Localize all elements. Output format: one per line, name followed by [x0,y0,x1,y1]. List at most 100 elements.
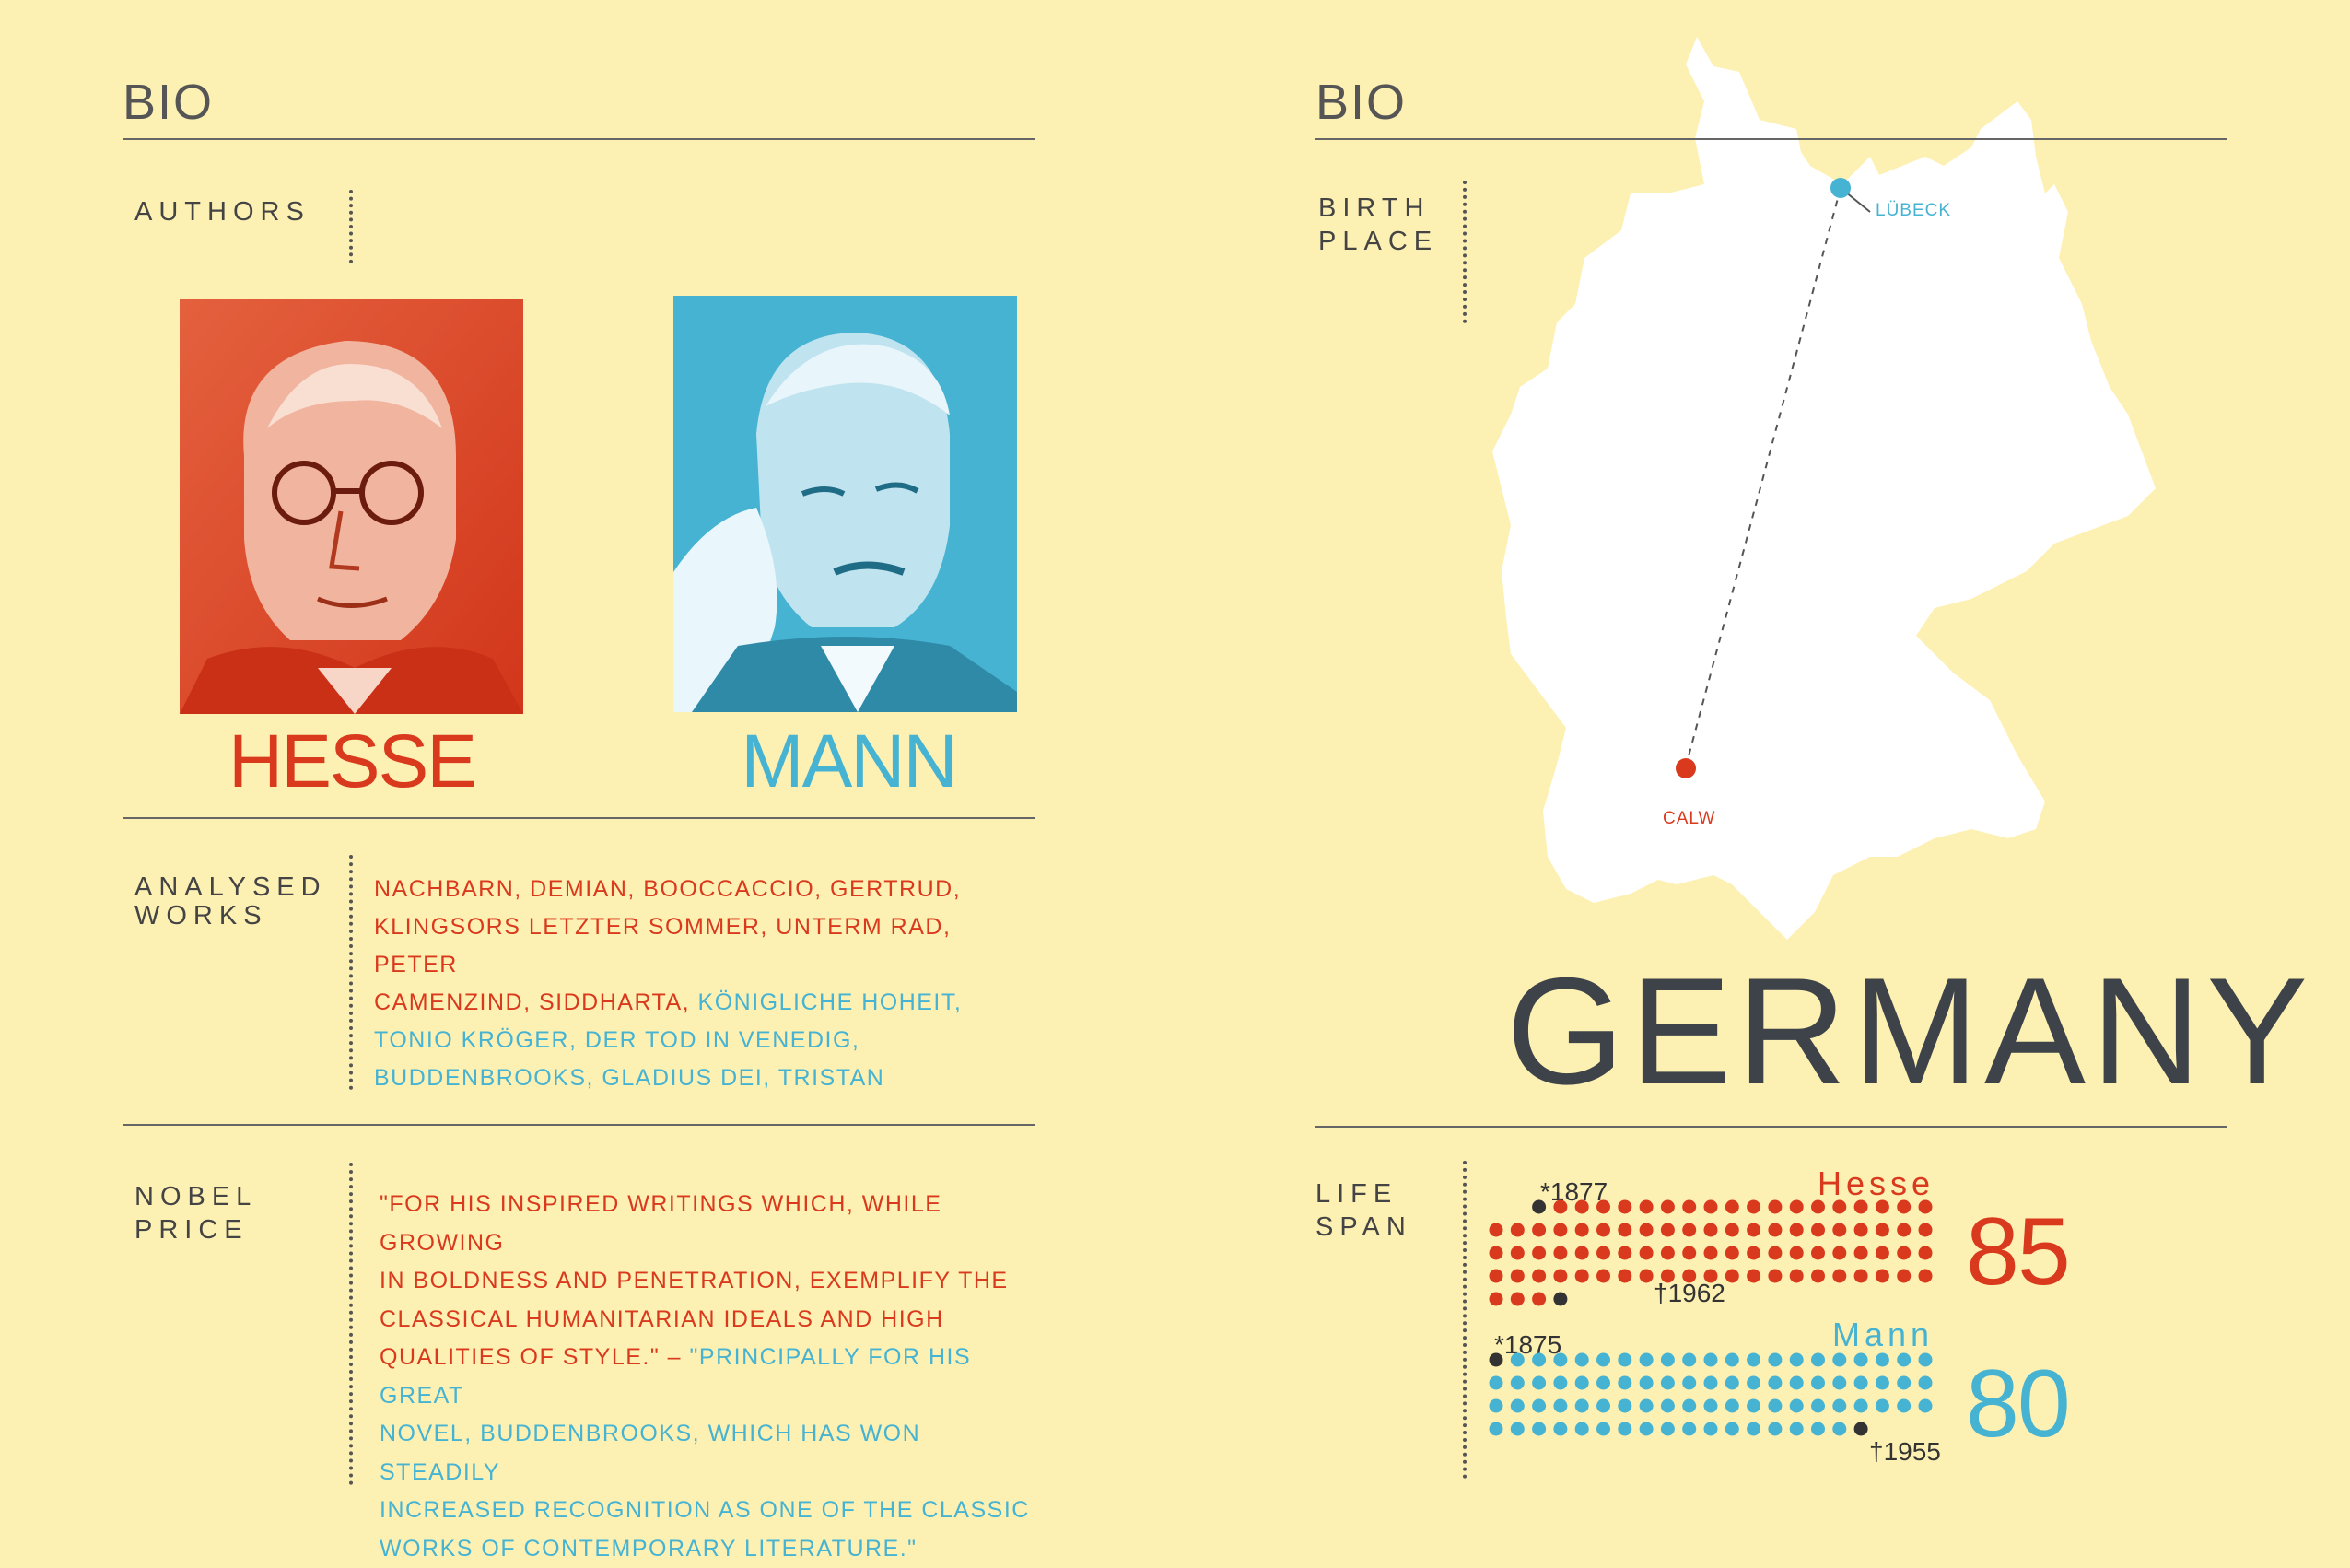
authors-bottom-rule [123,817,1035,819]
year-dot [1553,1223,1567,1237]
birth-place-label: BIRTH PLACE [1318,192,1438,258]
year-dot [1811,1246,1825,1260]
year-dot [1811,1270,1825,1283]
year-dot [1575,1223,1589,1237]
hesse-died-year: †1962 [1654,1279,1725,1308]
nobel-line-5: NOVEL, BUDDENBROOKS, WHICH HAS WON STEAD… [380,1415,1043,1492]
year-dot [1747,1399,1760,1413]
year-dot [1768,1246,1782,1260]
year-dot [1682,1422,1696,1436]
year-dot [1553,1246,1567,1260]
year-dot [1640,1399,1654,1413]
year-dot [1876,1223,1889,1237]
nobel-line-1: "FOR HIS INSPIRED WRITINGS WHICH, WHILE … [380,1186,1043,1262]
year-dot [1661,1200,1675,1214]
year-dot [1790,1270,1804,1283]
year-dot [1661,1246,1675,1260]
year-dot [1790,1223,1804,1237]
year-dot [1897,1246,1911,1260]
birth-label-line2: PLACE [1318,225,1438,258]
mann-portrait [673,296,1017,712]
year-dot [1919,1200,1933,1214]
year-dot [1661,1422,1675,1436]
year-dot [1532,1422,1546,1436]
year-dot [1575,1422,1589,1436]
nobel-price-label: NOBEL PRICE [134,1180,257,1246]
mann-lifespan-name: Mann [1832,1316,1934,1354]
year-dot [1876,1376,1889,1390]
year-dot [1490,1246,1503,1260]
birth-dot [1532,1200,1546,1214]
works-line-2: KLINGSORS LETZTER SOMMER, UNTERM RAD, PE… [374,908,1019,984]
year-dot [1790,1200,1804,1214]
year-dot [1596,1422,1610,1436]
year-dot [1919,1246,1933,1260]
year-dot [1725,1353,1739,1367]
year-dot [1919,1270,1933,1283]
year-dot [1553,1399,1567,1413]
year-dot [1768,1353,1782,1367]
year-dot [1532,1270,1546,1283]
year-dot [1532,1399,1546,1413]
hesse-portrait [180,299,523,714]
year-dot [1897,1200,1911,1214]
works-line-4: TONIO KRÖGER, DER TOD IN VENEDIG, [374,1022,1019,1059]
year-dot [1790,1399,1804,1413]
year-dot [1618,1376,1631,1390]
year-dot [1811,1376,1825,1390]
works-dotted-divider [349,855,353,1090]
year-dot [1768,1270,1782,1283]
year-dot [1575,1270,1589,1283]
year-dot [1511,1293,1525,1306]
year-dot [1725,1200,1739,1214]
year-dot [1640,1353,1654,1367]
year-dot [1532,1353,1546,1367]
year-dot [1704,1422,1718,1436]
year-dot [1682,1200,1696,1214]
year-dot [1596,1376,1610,1390]
year-dot [1747,1246,1760,1260]
year-dot [1725,1246,1739,1260]
calw-label: CALW [1663,809,1715,829]
nobel-dotted-divider [349,1163,353,1485]
country-title: GERMANY [1506,944,2313,1118]
nobel-line-4-hesse: QUALITIES OF STYLE." – [380,1344,690,1370]
year-dot [1832,1246,1846,1260]
year-dot [1790,1246,1804,1260]
year-dot [1854,1246,1868,1260]
year-dot [1532,1376,1546,1390]
year-dot [1768,1200,1782,1214]
year-dot [1618,1399,1631,1413]
year-dot [1704,1223,1718,1237]
year-dot [1553,1270,1567,1283]
year-dot [1854,1353,1868,1367]
works-line-3-mann: KÖNIGLICHE HOHEIT, [698,989,963,1015]
year-dot [1876,1200,1889,1214]
year-dot [1618,1422,1631,1436]
year-dot [1490,1270,1503,1283]
right-lifespan-rule [1315,1126,2227,1128]
lifespan-label-line2: SPAN [1315,1211,1412,1244]
nobel-line-7: WORKS OF CONTEMPORARY LITERATURE." [380,1530,1043,1568]
year-dot [1640,1270,1654,1283]
year-dot [1832,1399,1846,1413]
year-dot [1897,1223,1911,1237]
year-dot [1640,1376,1654,1390]
right-heading-rule [1315,138,2227,140]
year-dot [1704,1353,1718,1367]
year-dot [1596,1270,1610,1283]
year-dot [1876,1270,1889,1283]
year-dot [1532,1246,1546,1260]
year-dot [1919,1223,1933,1237]
birth-label-line1: BIRTH [1318,192,1438,225]
nobel-line-3: CLASSICAL HUMANITARIAN IDEALS AND HIGH [380,1301,1043,1340]
year-dot [1832,1376,1846,1390]
year-dot [1919,1399,1933,1413]
year-dot [1596,1246,1610,1260]
year-dot [1832,1223,1846,1237]
year-dot [1682,1399,1696,1413]
year-dot [1811,1399,1825,1413]
year-dot [1618,1270,1631,1283]
year-dot [1575,1200,1589,1214]
nobel-citations: "FOR HIS INSPIRED WRITINGS WHICH, WHILE … [380,1186,1043,1568]
